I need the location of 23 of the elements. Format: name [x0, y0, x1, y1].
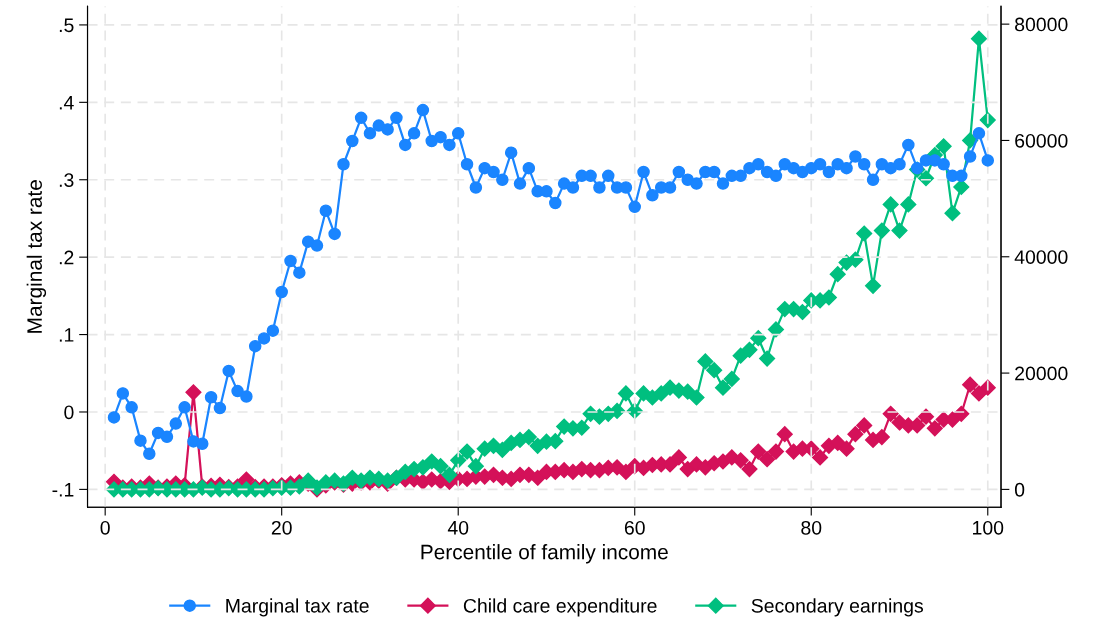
x-tick-label: 20: [271, 520, 292, 535]
legend-label: Child care expenditure: [463, 598, 657, 617]
y-tick-label: .2: [59, 250, 74, 265]
y2-tick-label: 40000: [1014, 250, 1068, 265]
x-tick-label: 40: [447, 520, 469, 535]
y-axis-title: Marginal tax rate: [26, 180, 47, 333]
y-tick-label: .5: [59, 18, 74, 33]
x-axis-title: Percentile of family income: [421, 544, 668, 564]
legend-label: Marginal tax rate: [226, 598, 369, 617]
y-tick-label: .1: [59, 328, 74, 342]
y-tick-label: -.1: [52, 483, 74, 497]
y-tick-label: .4: [59, 96, 74, 110]
x-tick-label: 100: [973, 520, 1004, 535]
legend-label: Secondary earnings: [751, 598, 924, 617]
y-tick-label: 0: [64, 405, 74, 420]
x-tick-label: 60: [624, 520, 645, 535]
y2-tick-label: 80000: [1015, 17, 1068, 32]
y-tick-label: .3: [59, 173, 74, 187]
x-tick-label: 80: [801, 520, 822, 535]
x-tick-label: 0: [100, 520, 110, 535]
y2-tick-label: 20000: [1015, 366, 1068, 381]
y2-tick-label: 60000: [1015, 133, 1068, 148]
y2-tick-label: 0: [1014, 482, 1025, 497]
